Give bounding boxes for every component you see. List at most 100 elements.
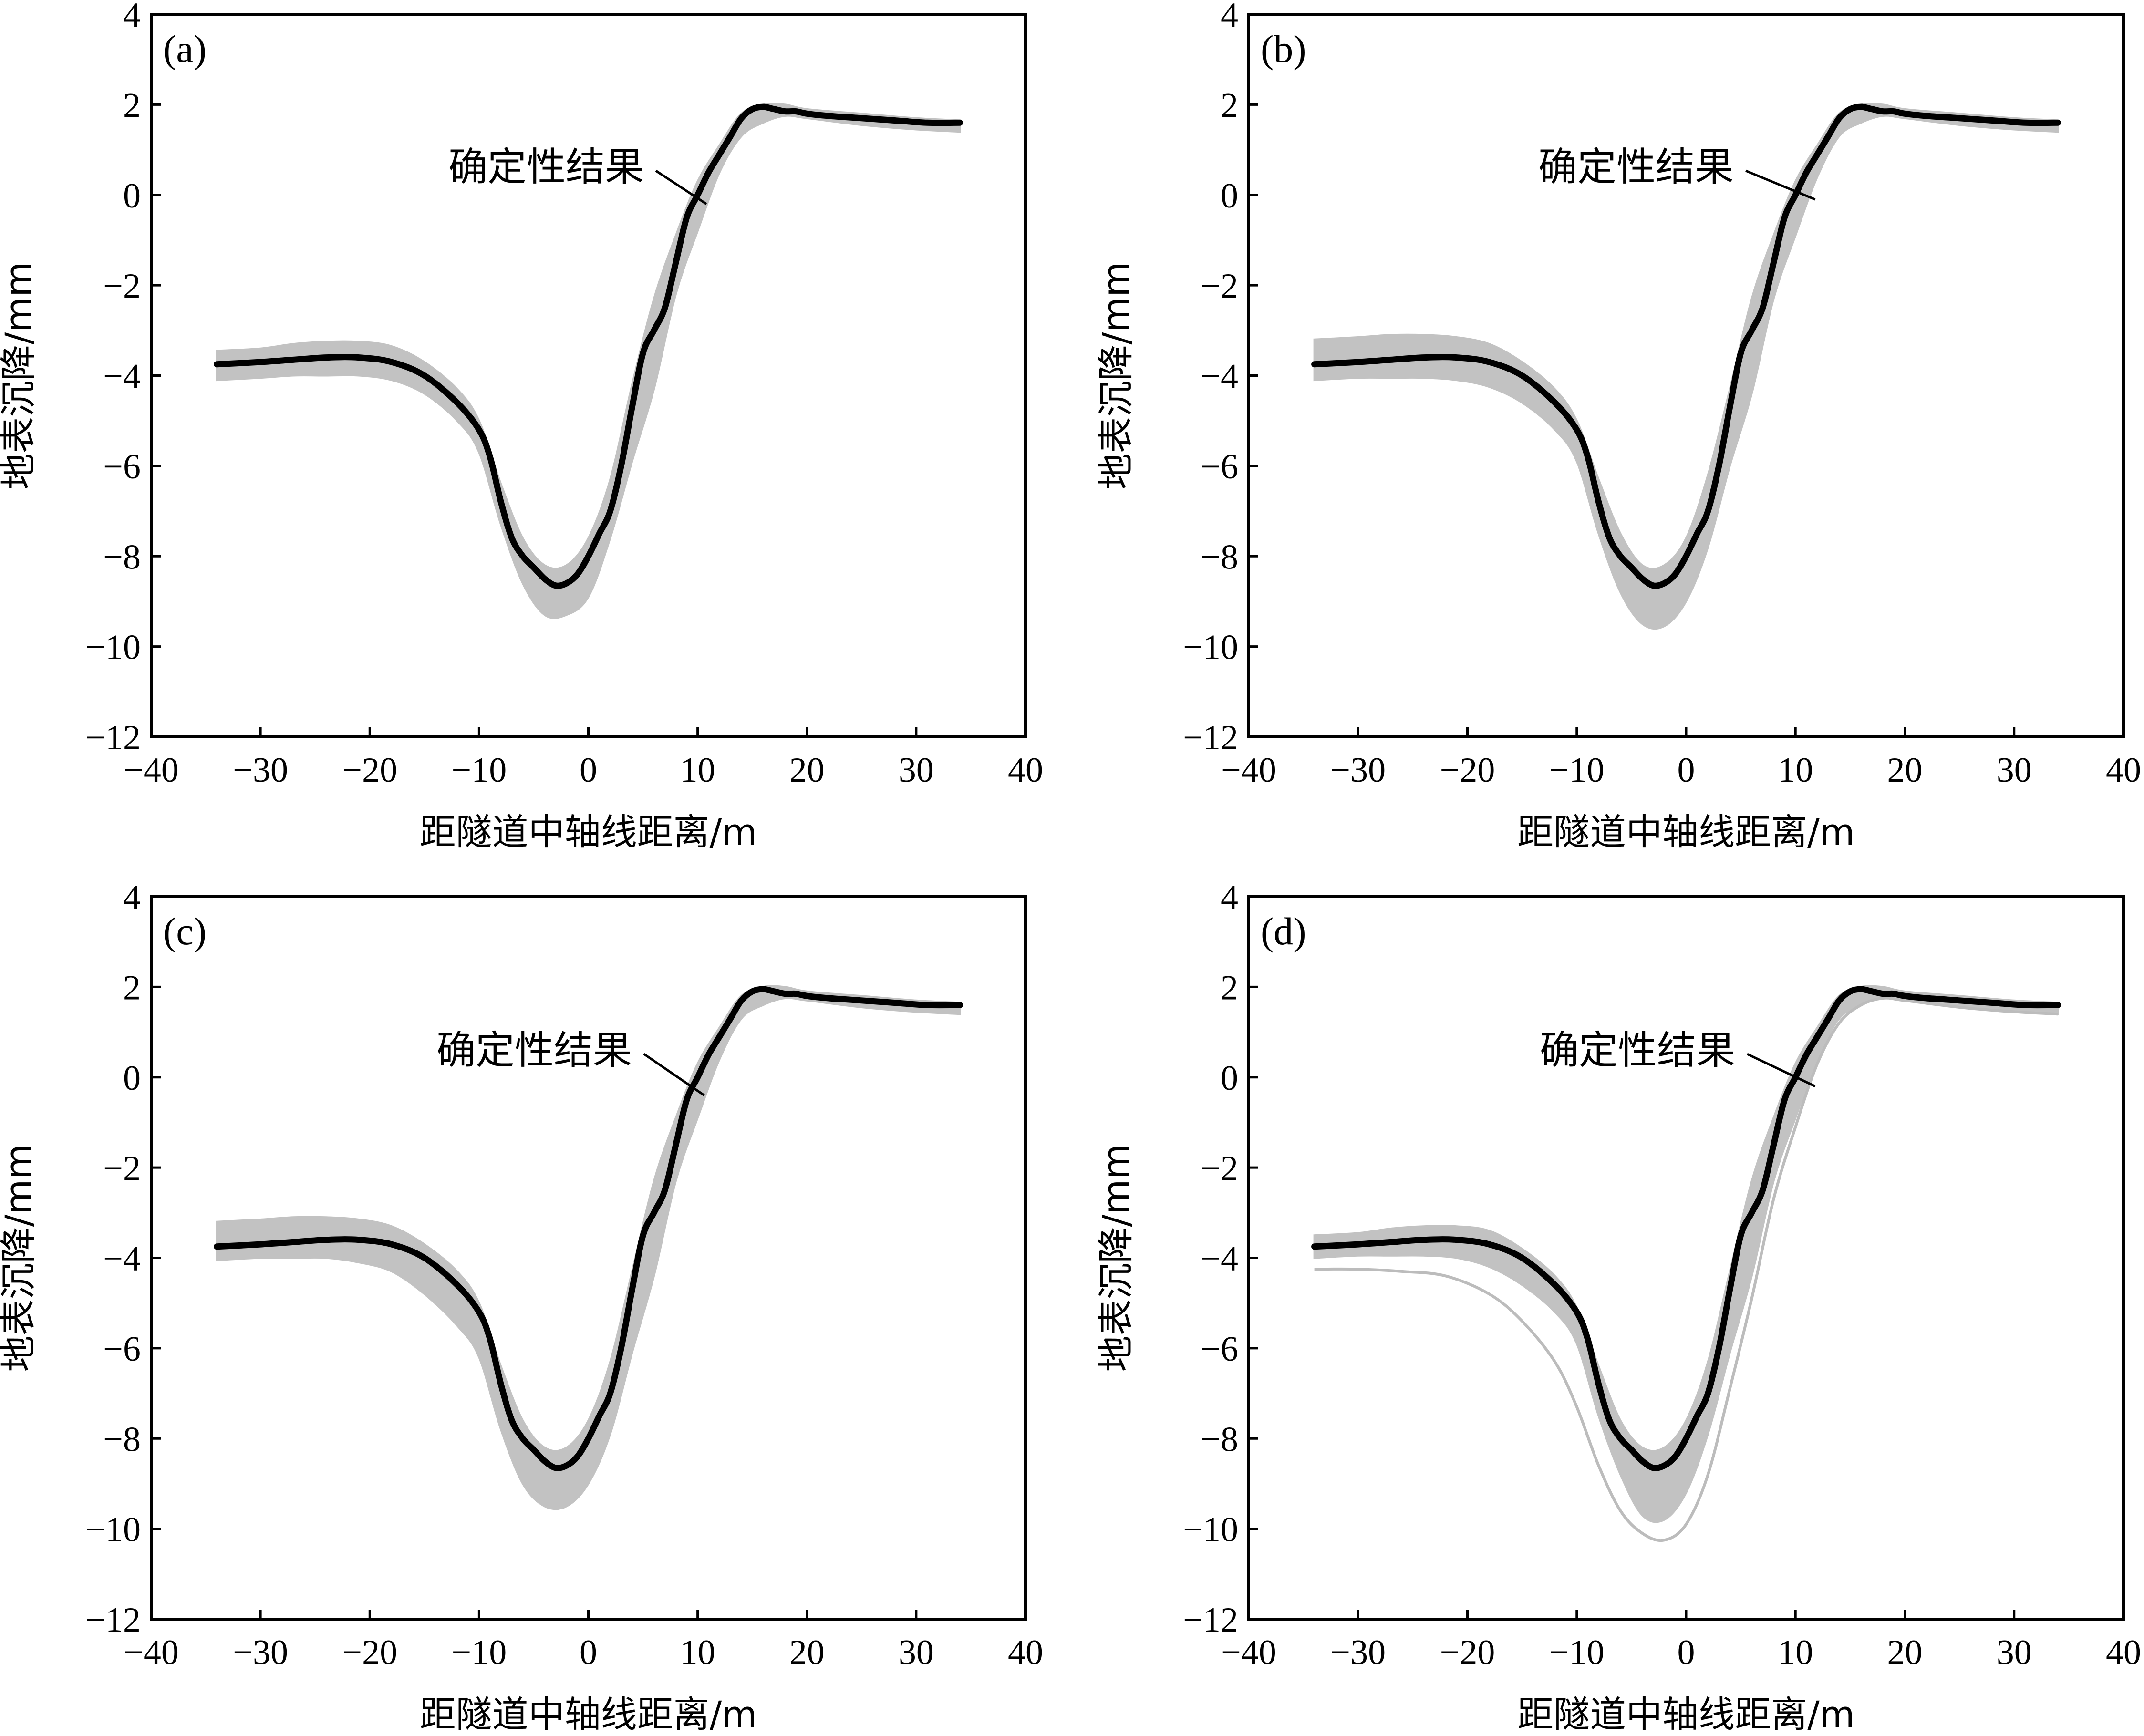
x-tick-label: 40 <box>2106 751 2141 790</box>
y-tick-label: −2 <box>1201 1149 1238 1188</box>
x-tick-label: 0 <box>580 751 597 790</box>
panel-label: (d) <box>1261 909 1306 953</box>
annotation-label: 确定性结果 <box>448 145 644 190</box>
y-tick-label: −6 <box>103 1330 141 1369</box>
annotation-label: 确定性结果 <box>1540 1028 1735 1073</box>
y-tick-label: 2 <box>123 968 141 1007</box>
annotation-label: 确定性结果 <box>1538 145 1734 190</box>
deterministic-curve <box>214 986 963 1471</box>
y-tick-label: 4 <box>1221 878 1238 917</box>
x-tick-label: 10 <box>1778 751 1813 790</box>
y-axis-title: 地表沉降/mm <box>1095 262 1137 490</box>
y-tick-label: −12 <box>85 718 141 757</box>
panel-label: (c) <box>163 909 207 953</box>
x-tick-label: −10 <box>452 1633 507 1672</box>
y-tick-label: −10 <box>1183 1510 1238 1550</box>
y-tick-label: 0 <box>123 176 141 216</box>
x-tick-label: −20 <box>1440 1633 1495 1672</box>
x-tick-label: 40 <box>1008 751 1043 790</box>
y-tick-label: −12 <box>1183 718 1238 757</box>
y-tick-label: −2 <box>1201 267 1238 306</box>
x-tick-label: −40 <box>1221 1633 1276 1672</box>
x-tick-label: −40 <box>124 751 179 790</box>
chart-panel: −40 −30 −20 −10 0 10 20 30 40420−2−4−6−8−10−12距隧… <box>1095 0 2141 853</box>
x-tick-label: 10 <box>680 1633 715 1672</box>
x-tick-label: 30 <box>1997 751 2032 790</box>
x-tick-label: 20 <box>789 751 825 790</box>
y-tick-label: 2 <box>1221 968 1238 1007</box>
y-tick-label: 2 <box>1221 86 1238 125</box>
y-tick-label: −6 <box>1201 447 1238 486</box>
panel-label: (b) <box>1261 27 1306 71</box>
y-tick-label: −8 <box>1201 537 1238 577</box>
x-axis-title: 距隧道中轴线距离/m <box>1517 1693 1855 1736</box>
x-tick-label: −30 <box>1330 751 1386 790</box>
x-tick-label: −10 <box>452 751 507 790</box>
x-axis-title: 距隧道中轴线距离/m <box>1517 811 1855 853</box>
x-tick-label: −30 <box>233 1633 288 1672</box>
y-tick-label: −10 <box>85 1510 141 1550</box>
x-tick-label: −20 <box>1440 751 1495 790</box>
chart-panel: −40 −30 −20 −10 0 10 20 30 40420−2−4−6−8−10−12距隧… <box>0 878 1043 1736</box>
chart-panel: −40 −30 −20 −10 0 10 20 30 40420−2−4−6−8−10−12距隧… <box>1095 878 2141 1736</box>
y-tick-label: −8 <box>103 1420 141 1459</box>
x-tick-label: 10 <box>680 751 715 790</box>
y-tick-label: −4 <box>103 1240 141 1279</box>
y-tick-label: −10 <box>85 628 141 667</box>
y-tick-label: −4 <box>103 357 141 396</box>
annotation-label: 确定性结果 <box>436 1028 632 1073</box>
y-tick-label: −2 <box>103 267 141 306</box>
x-axis-title: 距隧道中轴线距离/m <box>420 811 757 853</box>
x-tick-label: 30 <box>899 1633 934 1672</box>
annotation-leader <box>655 169 707 205</box>
x-tick-label: −40 <box>124 1633 179 1672</box>
y-tick-label: 0 <box>1221 1059 1238 1098</box>
y-tick-label: −6 <box>1201 1330 1238 1369</box>
x-tick-label: 30 <box>899 751 934 790</box>
y-axis-title: 地表沉降/mm <box>1095 1144 1137 1372</box>
x-tick-label: −10 <box>1549 751 1605 790</box>
annotation-leader <box>643 1053 705 1096</box>
x-tick-label: 10 <box>1778 1633 1813 1672</box>
x-tick-label: 20 <box>1887 1633 1923 1672</box>
x-tick-label: 0 <box>1678 1633 1695 1672</box>
chart-panel: −40 −30 −20 −10 0 10 20 30 40420−2−4−6−8−10−12距隧… <box>0 0 1043 853</box>
uncertainty-band <box>1313 103 2059 630</box>
y-tick-label: 0 <box>123 1059 141 1098</box>
y-tick-label: −2 <box>103 1149 141 1188</box>
x-tick-label: 20 <box>1887 751 1923 790</box>
x-tick-label: −20 <box>342 751 397 790</box>
uncertainty-band <box>216 985 961 1510</box>
x-tick-label: −30 <box>233 751 288 790</box>
x-tick-label: 0 <box>580 1633 597 1672</box>
y-tick-label: −8 <box>103 537 141 577</box>
y-tick-label: 4 <box>123 878 141 917</box>
x-axis-title: 距隧道中轴线距离/m <box>420 1693 757 1736</box>
y-tick-label: −8 <box>1201 1420 1238 1459</box>
panel-label: (a) <box>163 27 207 71</box>
x-tick-label: 40 <box>2106 1633 2141 1672</box>
y-tick-label: 4 <box>1221 0 1238 35</box>
x-tick-label: −10 <box>1549 1633 1605 1672</box>
annotation-leader <box>1745 169 1816 201</box>
x-tick-label: 20 <box>789 1633 825 1672</box>
x-tick-label: −30 <box>1330 1633 1386 1672</box>
y-tick-label: −4 <box>1201 357 1238 396</box>
x-tick-label: 30 <box>1997 1633 2032 1672</box>
y-tick-label: −12 <box>85 1601 141 1640</box>
y-axis-title: 地表沉降/mm <box>0 262 40 490</box>
x-tick-label: 0 <box>1678 751 1695 790</box>
deterministic-curve <box>1311 103 2061 589</box>
deterministic-curve <box>1311 986 2061 1471</box>
y-tick-label: −12 <box>1183 1601 1238 1640</box>
outlier-curve <box>1314 996 2058 1542</box>
y-tick-label: 0 <box>1221 176 1238 216</box>
x-tick-label: −40 <box>1221 751 1276 790</box>
x-tick-label: −20 <box>342 1633 397 1672</box>
y-tick-label: 2 <box>123 86 141 125</box>
annotation-leader <box>1746 1053 1816 1087</box>
y-tick-label: 4 <box>123 0 141 35</box>
y-tick-label: −10 <box>1183 628 1238 667</box>
deterministic-curve <box>214 103 963 589</box>
